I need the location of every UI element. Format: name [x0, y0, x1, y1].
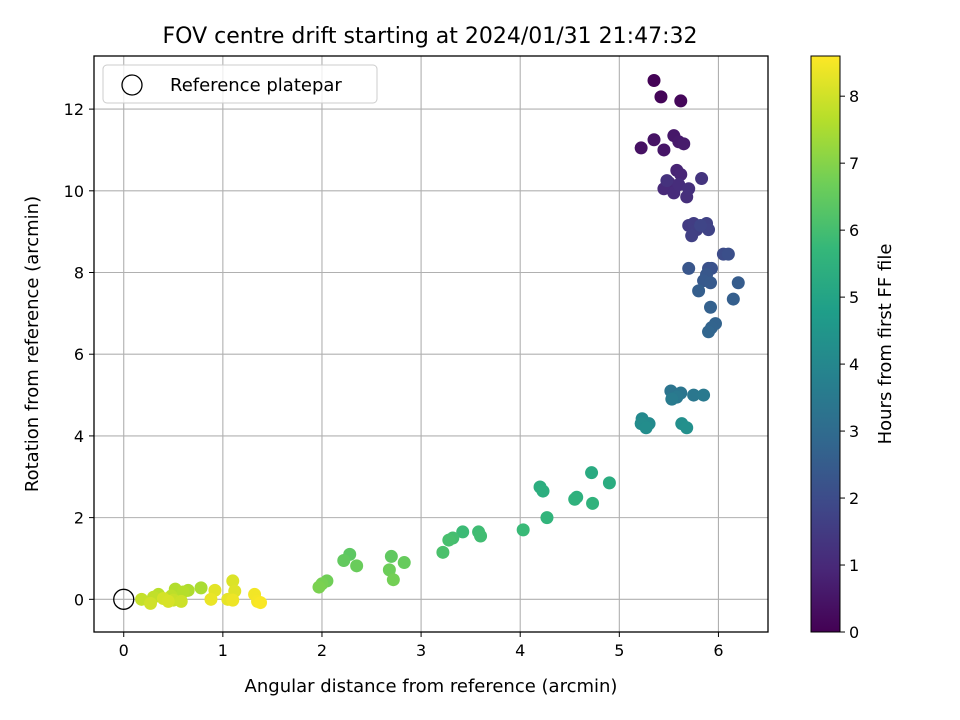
reference-platepar-marker	[113, 588, 135, 610]
legend: Reference platepar	[102, 64, 378, 104]
data-point	[586, 496, 600, 510]
data-point	[516, 523, 530, 537]
data-point	[536, 484, 550, 498]
data-point	[682, 261, 696, 275]
data-point	[456, 525, 470, 539]
plot-frame	[93, 55, 769, 633]
colorbar-tick-label: 3	[849, 422, 859, 441]
data-point	[312, 580, 326, 594]
x-tick-label: 4	[515, 641, 525, 660]
data-point	[647, 74, 661, 88]
reference-marker-group	[113, 588, 135, 610]
data-point	[382, 563, 396, 577]
colorbar-tick-label: 4	[849, 355, 859, 374]
data-point	[384, 549, 398, 563]
data-point	[226, 593, 240, 607]
colorbar	[810, 55, 841, 633]
data-point	[677, 137, 691, 151]
data-point	[702, 325, 716, 339]
data-point	[568, 492, 582, 506]
data-point	[685, 229, 699, 243]
x-tick-label: 1	[218, 641, 228, 660]
y-tick-label: 4	[74, 427, 84, 446]
data-point	[674, 167, 688, 181]
data-point	[672, 178, 686, 192]
y-tick-label: 0	[74, 590, 84, 609]
x-tick-label: 5	[614, 641, 624, 660]
data-point	[143, 596, 157, 610]
data-point	[695, 172, 709, 186]
data-point	[540, 511, 554, 525]
colorbar-label: Hours from first FF file	[875, 244, 896, 445]
legend-box	[102, 64, 378, 104]
y-axis-label: Rotation from reference (arcmin)	[22, 196, 43, 492]
y-tick-label: 10	[64, 182, 84, 201]
data-point	[442, 533, 456, 547]
data-point	[674, 94, 688, 108]
data-points	[135, 74, 745, 610]
x-tick-label: 2	[317, 641, 327, 660]
y-tick-label: 12	[64, 100, 84, 119]
data-point	[634, 141, 648, 155]
data-point	[731, 276, 745, 290]
data-point	[682, 182, 696, 196]
data-point	[726, 292, 740, 306]
colorbar-tick-label: 1	[849, 556, 859, 575]
data-point	[194, 581, 208, 595]
data-point	[687, 388, 701, 402]
data-point	[721, 247, 735, 261]
y-tick-label: 2	[74, 509, 84, 528]
data-point	[350, 559, 364, 573]
data-point	[226, 574, 240, 588]
x-tick-label: 0	[119, 641, 129, 660]
data-point	[704, 300, 718, 314]
data-point	[697, 388, 711, 402]
data-point	[204, 592, 218, 606]
colorbar-tick-label: 0	[849, 623, 859, 642]
data-point	[386, 573, 400, 587]
grid	[94, 56, 768, 632]
legend-entry-reference: Reference platepar	[170, 75, 342, 96]
colorbar-ticks: 0 1 2 3 4 5 6 7 8	[840, 87, 859, 642]
x-axis-ticks: 0 1 2 3 4 5 6	[119, 632, 724, 660]
data-point	[254, 596, 268, 610]
data-point	[680, 421, 694, 435]
data-point	[660, 174, 674, 188]
x-tick-label: 6	[713, 641, 723, 660]
data-point	[654, 90, 668, 104]
colorbar-tick-label: 2	[849, 489, 859, 508]
data-point	[639, 421, 653, 435]
colorbar-tick-label: 8	[849, 87, 859, 106]
x-tick-label: 3	[416, 641, 426, 660]
data-point	[397, 556, 411, 570]
legend-reference-marker	[121, 74, 143, 96]
colorbar-tick-label: 7	[849, 154, 859, 173]
data-point	[585, 466, 599, 480]
data-point	[692, 284, 706, 298]
colorbar-tick-label: 5	[849, 288, 859, 307]
data-point	[647, 133, 661, 147]
colorbar-tick-label: 6	[849, 221, 859, 240]
chart-title: FOV centre drift starting at 2024/01/31 …	[163, 24, 698, 49]
data-point	[337, 554, 351, 568]
data-point	[694, 219, 708, 233]
y-tick-label: 8	[74, 264, 84, 283]
data-point	[665, 392, 679, 406]
data-point	[602, 476, 616, 490]
data-point	[474, 529, 488, 543]
x-axis-label: Angular distance from reference (arcmin)	[245, 676, 618, 697]
y-axis-ticks: 0 2 4 6 8 10 12	[64, 100, 94, 609]
y-tick-label: 6	[74, 345, 84, 364]
data-point	[174, 594, 188, 608]
data-point	[436, 545, 450, 559]
data-point	[161, 594, 175, 608]
data-point	[704, 276, 718, 290]
data-point	[657, 143, 671, 157]
